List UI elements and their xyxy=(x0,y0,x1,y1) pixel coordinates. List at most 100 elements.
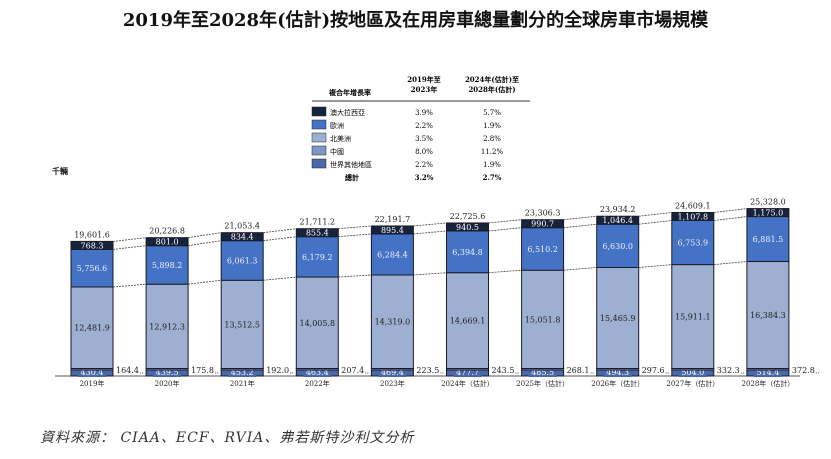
value-label: 14,669.1 xyxy=(450,317,486,326)
value-label: 834.4 xyxy=(231,233,254,242)
bar-segment-澳大拉西亞 xyxy=(295,228,339,238)
legend-swatch-北美洲 xyxy=(311,132,327,143)
bar-segment-澳大拉西亞 xyxy=(521,219,565,229)
connector-line xyxy=(263,276,297,281)
value-label: 15,911.1 xyxy=(675,313,711,322)
value-label: 14,005.8 xyxy=(299,319,335,328)
bar-segment-澳大拉西亞 xyxy=(446,222,489,232)
connector-line xyxy=(188,232,222,239)
cagr-value: 1.9% xyxy=(483,122,501,130)
bar-segment-歐洲 xyxy=(446,230,489,274)
x-tick-label: 2021年 xyxy=(230,379,255,388)
value-label: 768.3 xyxy=(81,241,104,250)
bar-segment-歐洲 xyxy=(145,245,189,285)
value-label-bg xyxy=(453,367,482,377)
value-label-bg xyxy=(603,367,632,377)
value-label: 12,912.3 xyxy=(149,322,185,331)
legend-swatch-歐洲 xyxy=(311,119,327,130)
value-label-china: 223.5 xyxy=(416,366,439,375)
x-tick-label: 2024年（估計） xyxy=(441,379,494,388)
total-label: 23,934.2 xyxy=(600,205,636,214)
cagr-column-header: 2024年(估計)至 xyxy=(465,75,519,84)
value-label: 514.4 xyxy=(756,368,779,377)
value-label-china: 372.8 xyxy=(792,366,815,375)
value-label-bg xyxy=(528,367,557,377)
bar-segment-澳大拉西亞 xyxy=(370,225,414,235)
bar-segment-歐洲 xyxy=(70,248,114,288)
bar-segment-北美洲 xyxy=(596,267,640,369)
value-label: 6,510.2 xyxy=(527,245,558,254)
bar-segment-澳大拉西亞 xyxy=(596,215,640,225)
total-label: 20,226.8 xyxy=(149,227,185,236)
cagr-value: 8.0% xyxy=(415,148,433,156)
bar-segment-北美洲 xyxy=(145,283,189,369)
x-tick-label: 2025年（估計） xyxy=(516,379,569,388)
value-label: 14,319.0 xyxy=(375,318,411,327)
connector-line xyxy=(563,223,597,229)
connector-line xyxy=(338,233,372,238)
bar-segment-北美洲 xyxy=(370,274,414,369)
value-label-bg xyxy=(228,367,257,377)
value-label: 1,175.0 xyxy=(753,209,784,218)
value-label: 6,394.8 xyxy=(452,248,483,257)
x-tick-label: 2019年 xyxy=(80,379,105,388)
value-label: 940.5 xyxy=(456,223,479,232)
value-label: 439.5 xyxy=(156,368,179,377)
value-label: 1,107.8 xyxy=(678,212,709,221)
legend-label: 歐洲 xyxy=(330,121,344,130)
bar-segment-北美洲 xyxy=(521,269,565,369)
cagr-total-value: 2.7% xyxy=(483,173,502,182)
connector-line xyxy=(112,283,147,288)
cagr-value: 2.2% xyxy=(415,161,433,169)
connector-line xyxy=(112,245,147,250)
bar-segment-北美洲 xyxy=(295,276,339,369)
value-label: 15,465.9 xyxy=(600,314,636,323)
value-label: 15,051.8 xyxy=(525,315,561,324)
value-label: 12,481.9 xyxy=(74,324,110,333)
bar-segment-澳大拉西亞 xyxy=(671,211,715,221)
bar-segment-澳大拉西亞 xyxy=(70,240,114,250)
cagr-column-header: 2019年至 xyxy=(407,75,440,84)
bar-segment-澳大拉西亞 xyxy=(746,208,790,218)
value-label: 895.4 xyxy=(381,226,404,235)
legend-swatch-澳大拉西亞 xyxy=(311,106,327,117)
value-label-china: 243.5 xyxy=(492,366,515,375)
total-label: 24,609.1 xyxy=(675,201,711,210)
x-tick-label: 2020年 xyxy=(155,379,180,388)
connector-line xyxy=(263,236,297,242)
value-label-china: 175.8 xyxy=(191,366,214,375)
cagr-column-header: 2028年(估計) xyxy=(468,85,515,94)
cagr-total-label: 總計 xyxy=(345,173,359,182)
bar-segment-北美洲 xyxy=(746,261,790,370)
bar-segment-澳大拉西亞 xyxy=(220,232,264,242)
connector-line xyxy=(563,215,597,221)
cagr-value: 2.8% xyxy=(483,135,501,143)
value-label-china: 207.4 xyxy=(341,366,364,375)
connector-line xyxy=(563,267,597,271)
value-label: 13,512.5 xyxy=(224,320,260,329)
connector-line xyxy=(413,272,447,276)
value-label: 485.5 xyxy=(531,368,554,377)
value-label-china: 268.1 xyxy=(567,366,590,375)
value-label: 990.7 xyxy=(531,220,554,229)
connector-line xyxy=(638,220,672,225)
x-tick-label: 2023年 xyxy=(380,379,405,388)
value-label: 469.4 xyxy=(381,368,404,377)
bar-segment-歐洲 xyxy=(370,233,414,276)
value-label: 6,061.3 xyxy=(227,256,258,265)
connector-line xyxy=(112,237,147,242)
value-label: 504.0 xyxy=(681,368,704,377)
legend-label: 澳大拉西亞 xyxy=(330,108,365,117)
cagr-value: 1.9% xyxy=(483,161,501,169)
cagr-value: 3.9% xyxy=(415,109,433,117)
value-label: 6,630.0 xyxy=(602,242,633,251)
cagr-header: 複合年增長率 xyxy=(328,88,371,97)
legend-label: 世界其他地區 xyxy=(330,160,372,169)
bar-segment-歐洲 xyxy=(596,223,640,269)
cagr-column-header: 2023年 xyxy=(411,85,437,94)
connector-line xyxy=(713,208,747,213)
value-label: 494.3 xyxy=(606,368,629,377)
legend-swatch-中國 xyxy=(311,145,327,156)
value-label: 430.4 xyxy=(81,368,104,377)
